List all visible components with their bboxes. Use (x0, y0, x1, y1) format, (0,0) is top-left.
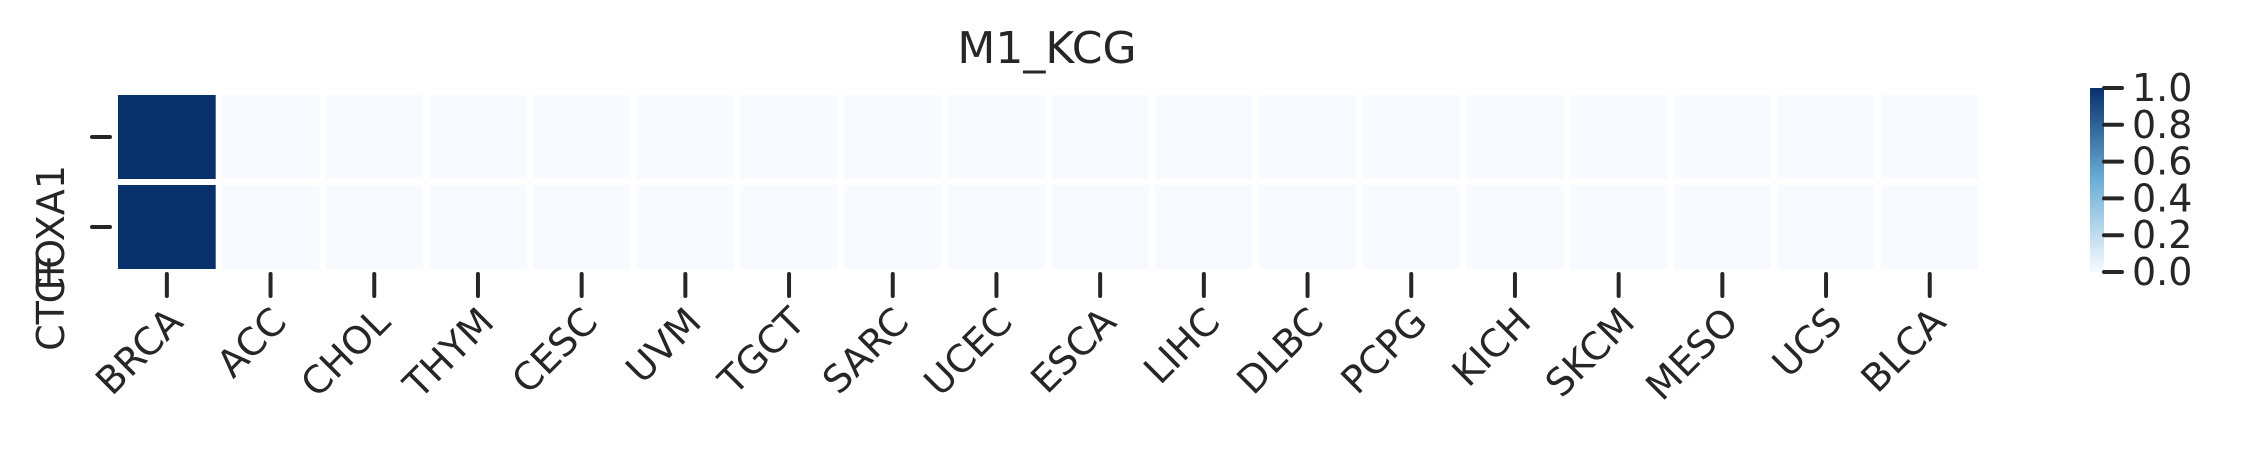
heatmap-cell (325, 185, 424, 269)
heatmap-cell (429, 185, 527, 269)
heatmap-cell (1880, 185, 1979, 269)
colorbar-tick-label: 0.8 (2132, 103, 2192, 147)
x-tick-label: SARC (814, 299, 917, 402)
heatmap-cell (1569, 95, 1668, 179)
y-tick-label: CTCF (29, 255, 73, 351)
heatmap-cell (636, 185, 735, 269)
heatmap-cell (532, 185, 631, 269)
x-tick-label: MESO (1637, 299, 1746, 408)
heatmap-cell (221, 185, 320, 269)
y-tick-label: FOXA1 (29, 165, 73, 291)
heatmap-cell (843, 185, 942, 269)
heatmap-cell (636, 95, 735, 179)
heatmap-cells (118, 95, 1979, 269)
heatmap-cell (843, 95, 942, 179)
heatmap-cell (1466, 95, 1564, 179)
x-tick-label: CESC (503, 299, 606, 402)
colorbar-tick-label: 1.0 (2132, 66, 2192, 110)
heatmap-cell (1155, 185, 1253, 269)
heatmap-cell (1673, 95, 1772, 179)
heatmap-cell (118, 185, 216, 269)
x-tick-label: SKCM (1537, 299, 1643, 405)
colorbar-tick-label: 0.0 (2132, 250, 2192, 294)
x-tick-label: KICH (1444, 299, 1540, 395)
colorbar-gradient (2090, 88, 2104, 272)
heatmap-cell (221, 95, 320, 179)
heatmap-cell (1466, 185, 1564, 269)
x-tick-label: DLBC (1228, 299, 1332, 403)
heatmap-cell (740, 185, 838, 269)
x-tick-label: PCPG (1333, 299, 1436, 402)
x-tick-label: TGCT (709, 299, 814, 404)
x-tick-label: BRCA (87, 299, 191, 403)
heatmap-cell (740, 95, 838, 179)
heatmap-cell (1258, 185, 1357, 269)
heatmap-cell (1155, 95, 1253, 179)
x-tick-label: ACC (208, 299, 295, 386)
chart-title: M1_KCG (957, 23, 1136, 74)
x-tick-label: CHOL (292, 299, 398, 405)
x-tick-label: UCEC (916, 299, 1021, 404)
heatmap-cell (1777, 95, 1875, 179)
heatmap-cell (325, 95, 424, 179)
heatmap-cell (1362, 95, 1461, 179)
x-tick-label: LIHC (1135, 299, 1228, 392)
x-tick-label: ESCA (1022, 299, 1124, 401)
heatmap-cell (947, 95, 1046, 179)
heatmap-cell (1362, 185, 1461, 269)
colorbar-tick-label: 0.2 (2132, 213, 2192, 257)
heatmap-cell (1051, 95, 1149, 179)
x-tick-label: BLCA (1852, 299, 1954, 401)
heatmap-cell (1569, 185, 1668, 269)
heatmap-cell (532, 95, 631, 179)
x-tick-label: THYM (394, 299, 502, 407)
x-tick-label: UVM (617, 299, 709, 391)
heatmap-cell (1673, 185, 1772, 269)
heatmap-cell (1051, 185, 1149, 269)
colorbar: 0.00.20.40.60.81.0 (2090, 66, 2192, 294)
heatmap-cell (118, 95, 216, 179)
heatmap-cell (1777, 185, 1875, 269)
colorbar-tick-label: 0.6 (2132, 140, 2192, 184)
heatmap-cell (1880, 95, 1979, 179)
heatmap-cell (1258, 95, 1357, 179)
x-tick-label: UCS (1764, 299, 1851, 386)
heatmap-cell (947, 185, 1046, 269)
heatmap-cell (429, 95, 527, 179)
colorbar-tick-label: 0.4 (2132, 176, 2192, 220)
